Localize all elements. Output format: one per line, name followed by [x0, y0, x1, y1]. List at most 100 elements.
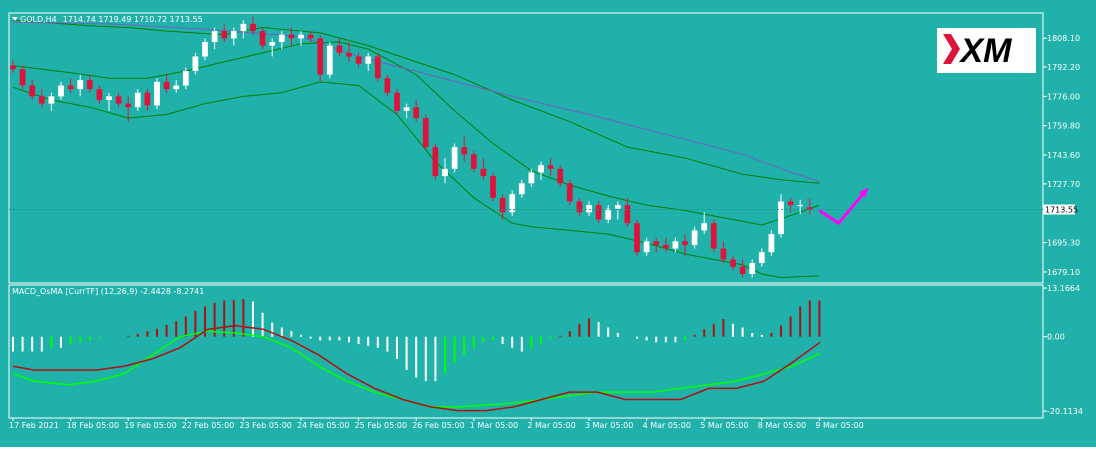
price-tick-label: 1695.30 [1047, 239, 1080, 248]
candle-body [38, 96, 45, 104]
time-tick-label: 25 Feb 05:00 [355, 421, 407, 430]
candle [720, 241, 727, 264]
candle [48, 92, 55, 111]
candle-body [336, 45, 343, 53]
time-tick-label: 23 Feb 05:00 [239, 421, 291, 430]
current-price-label: 1713.55 [1045, 206, 1078, 215]
candle-body [394, 92, 400, 111]
candle-body [787, 201, 794, 206]
candle-body [278, 34, 285, 42]
candle-body [346, 52, 352, 57]
candle-body [86, 80, 93, 90]
candle [624, 197, 631, 227]
candle [10, 60, 16, 73]
candle [58, 81, 64, 100]
indicator-panel-title: MACD_OsMA [CurrTF] (12,26,9) -2.4428 -8.… [12, 287, 204, 296]
candle [67, 78, 74, 93]
candle [470, 150, 477, 173]
candle [557, 165, 564, 187]
osma-histogram [12, 299, 821, 382]
candle-body [634, 223, 640, 253]
candle-body [470, 154, 477, 169]
candle-body [202, 41, 208, 57]
candle-body [701, 223, 708, 231]
candle-body [269, 41, 276, 46]
candle-body [614, 205, 621, 209]
candle-body [451, 147, 458, 169]
candle [682, 234, 688, 256]
indicator-tick-label: 0.00 [1047, 333, 1065, 342]
candle-body [422, 118, 429, 148]
price-panel-frame [8, 12, 1044, 284]
collapse-triangle-icon[interactable] [12, 17, 18, 21]
candle-body [288, 34, 295, 39]
slow-moving-average [12, 21, 820, 182]
candle [634, 219, 640, 256]
candle [365, 52, 372, 71]
candle-body [403, 107, 410, 111]
candle-body [326, 45, 333, 75]
candle-body [134, 92, 141, 108]
candle-body [29, 85, 36, 97]
price-tick-label: 1679.10 [1047, 268, 1080, 277]
candle [211, 27, 218, 50]
candle [797, 199, 804, 215]
forecast-arrow-path [818, 187, 869, 225]
indicator-axis-ticks: 13.1664 0.00 -20.1134 [1043, 284, 1083, 416]
candle [442, 157, 448, 184]
candle [691, 226, 698, 249]
candle-body [547, 165, 554, 169]
candle [278, 31, 285, 50]
candle [307, 31, 314, 42]
price-tick-label: 1759.80 [1047, 122, 1080, 131]
candle-body [730, 259, 736, 267]
candle [154, 78, 160, 110]
candle [355, 52, 362, 68]
time-tick-label: 5 Mar 05:00 [700, 421, 748, 430]
indicator-tick-label: -20.1134 [1047, 407, 1083, 416]
macd-signal-lines [12, 324, 821, 412]
candle [240, 20, 247, 39]
candle-body [77, 80, 84, 90]
candle [336, 38, 343, 57]
candle-body [710, 223, 717, 249]
candle [758, 248, 765, 267]
candle-body [643, 241, 650, 253]
logo-mark-icon [943, 34, 960, 64]
bollinger-upper-line [12, 19, 820, 184]
candle-body [192, 56, 199, 71]
price-tick-label: 1776.00 [1047, 92, 1080, 101]
candle [422, 114, 429, 151]
time-tick-label: 9 Mar 05:00 [815, 421, 863, 430]
candle [163, 74, 170, 93]
candle [374, 52, 381, 82]
price-panel: 1808.10 1792.20 1776.00 1759.80 1743.60 1727.… [8, 12, 1080, 284]
candle [86, 74, 93, 93]
candle [701, 212, 708, 235]
candle-body [720, 248, 727, 260]
candle-body [586, 205, 592, 213]
candle-body [490, 176, 496, 198]
candle-body [768, 234, 775, 253]
candle [730, 255, 736, 271]
time-tick-label: 2 Mar 05:00 [527, 421, 575, 430]
candle [125, 96, 132, 122]
candle-body [67, 85, 74, 90]
time-tick-label: 22 Feb 05:00 [182, 421, 234, 430]
macd-osma-panel: 13.1664 0.00 -20.1134 MACD_OsMA [CurrTF] (… [8, 284, 1083, 419]
candle-body [806, 207, 813, 210]
forecast-arrow-head-icon [859, 188, 868, 198]
candle-body [355, 56, 362, 64]
candle [490, 172, 496, 202]
candle-body [758, 252, 765, 264]
price-tick-label: 1808.10 [1047, 34, 1080, 43]
candle-body [682, 241, 688, 245]
candle [288, 27, 295, 46]
candle [432, 143, 439, 180]
candle [566, 179, 573, 206]
current-price-marker [1043, 204, 1075, 215]
time-tick-label: 8 Mar 05:00 [758, 421, 806, 430]
candle-body [221, 31, 228, 39]
candle-body [566, 183, 573, 202]
